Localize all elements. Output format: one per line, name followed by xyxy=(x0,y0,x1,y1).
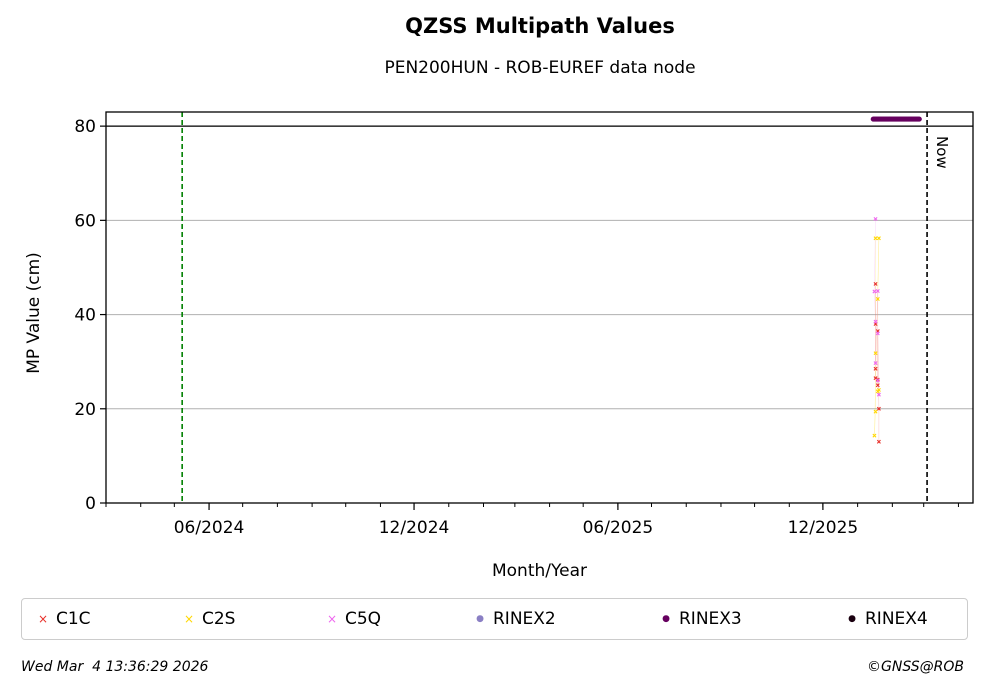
legend-marker-c5q: × xyxy=(326,612,338,626)
legend-marker-c1c: × xyxy=(37,612,49,626)
point-c2s xyxy=(876,236,881,241)
legend-marker-rinex3: ● xyxy=(662,614,670,624)
grid-lines xyxy=(106,125,973,410)
legend-label-c2s: C2S xyxy=(202,609,236,629)
point-c5q xyxy=(875,331,880,336)
x-tick-label: 06/2025 xyxy=(583,518,654,538)
data-points xyxy=(870,116,922,444)
y-tick-label: 80 xyxy=(74,117,96,137)
chart-subtitle: PEN200HUN - ROB-EUREF data node xyxy=(384,58,696,78)
point-c5q xyxy=(873,319,878,324)
reference-lines: Now xyxy=(106,112,973,503)
chart-title: QZSS Multipath Values xyxy=(405,14,675,38)
legend-item-c2s: × C2S xyxy=(182,599,236,639)
y-tick-label: 40 xyxy=(74,306,96,326)
point-c1c xyxy=(875,377,880,382)
point-c1c xyxy=(873,281,878,286)
now-label: Now xyxy=(933,136,951,169)
point-c5q xyxy=(873,361,878,366)
generated-timestamp: Wed Mar 4 13:36:29 2026 xyxy=(21,659,209,675)
point-c2s xyxy=(876,387,881,392)
legend-item-c5q: × C5Q xyxy=(325,599,381,639)
legend-marker-rinex4: ● xyxy=(848,614,856,624)
x-tick-label: 06/2024 xyxy=(174,518,245,538)
axes: 0 20 40 60 80 06/2024 12/2024 06/2025 12/2025 xyxy=(74,117,959,538)
legend-label-rinex3: RINEX3 xyxy=(679,609,742,629)
legend-item-c1c: × C1C xyxy=(36,599,91,639)
y-axis-label: MP Value (cm) xyxy=(24,252,44,374)
x-tick-label: 12/2024 xyxy=(379,518,450,538)
series-connector xyxy=(874,218,880,395)
x-tick-label: 12/2025 xyxy=(788,518,859,538)
y-tick-label: 60 xyxy=(74,211,96,231)
point-c1c xyxy=(873,366,878,371)
point-c2s xyxy=(873,351,878,356)
point-c1c xyxy=(875,383,880,388)
legend-label-c1c: C1C xyxy=(56,609,91,629)
plot-frame xyxy=(105,111,974,504)
point-c2s xyxy=(872,433,877,438)
point-c5q xyxy=(873,216,878,221)
legend: × C1C × C2S × C5Q ● RINEX2 ● RINEX3 ● RI… xyxy=(21,598,968,640)
point-c5q xyxy=(875,289,880,294)
legend-label-c5q: C5Q xyxy=(345,609,382,629)
copyright-notice: ©GNSS@ROB xyxy=(867,659,964,675)
point-c1c xyxy=(876,406,881,411)
point-c1c xyxy=(876,439,881,444)
legend-item-rinex3: ● RINEX3 xyxy=(659,599,742,639)
x-axis-label: Month/Year xyxy=(492,561,587,581)
point-c5q xyxy=(876,392,881,397)
availability-point-rinex3 xyxy=(916,116,922,122)
legend-marker-rinex2: ● xyxy=(476,614,484,624)
series-connector xyxy=(874,238,880,436)
point-c2s xyxy=(875,297,880,302)
point-c5q xyxy=(875,378,880,383)
y-tick-label: 20 xyxy=(74,400,96,420)
multipath-scatter-chart: Now 0 20 40 60 80 06/2024 12/2024 06/2025 12/202… xyxy=(24,111,974,581)
legend-marker-c2s: × xyxy=(183,612,195,626)
legend-item-rinex4: ● RINEX4 xyxy=(845,599,928,639)
point-c2s xyxy=(873,236,878,241)
point-c2s xyxy=(873,409,878,414)
legend-label-rinex2: RINEX2 xyxy=(493,609,556,629)
point-c5q xyxy=(872,289,877,294)
legend-label-rinex4: RINEX4 xyxy=(865,609,928,629)
y-tick-label: 0 xyxy=(85,494,96,514)
legend-item-rinex2: ● RINEX2 xyxy=(473,599,556,639)
